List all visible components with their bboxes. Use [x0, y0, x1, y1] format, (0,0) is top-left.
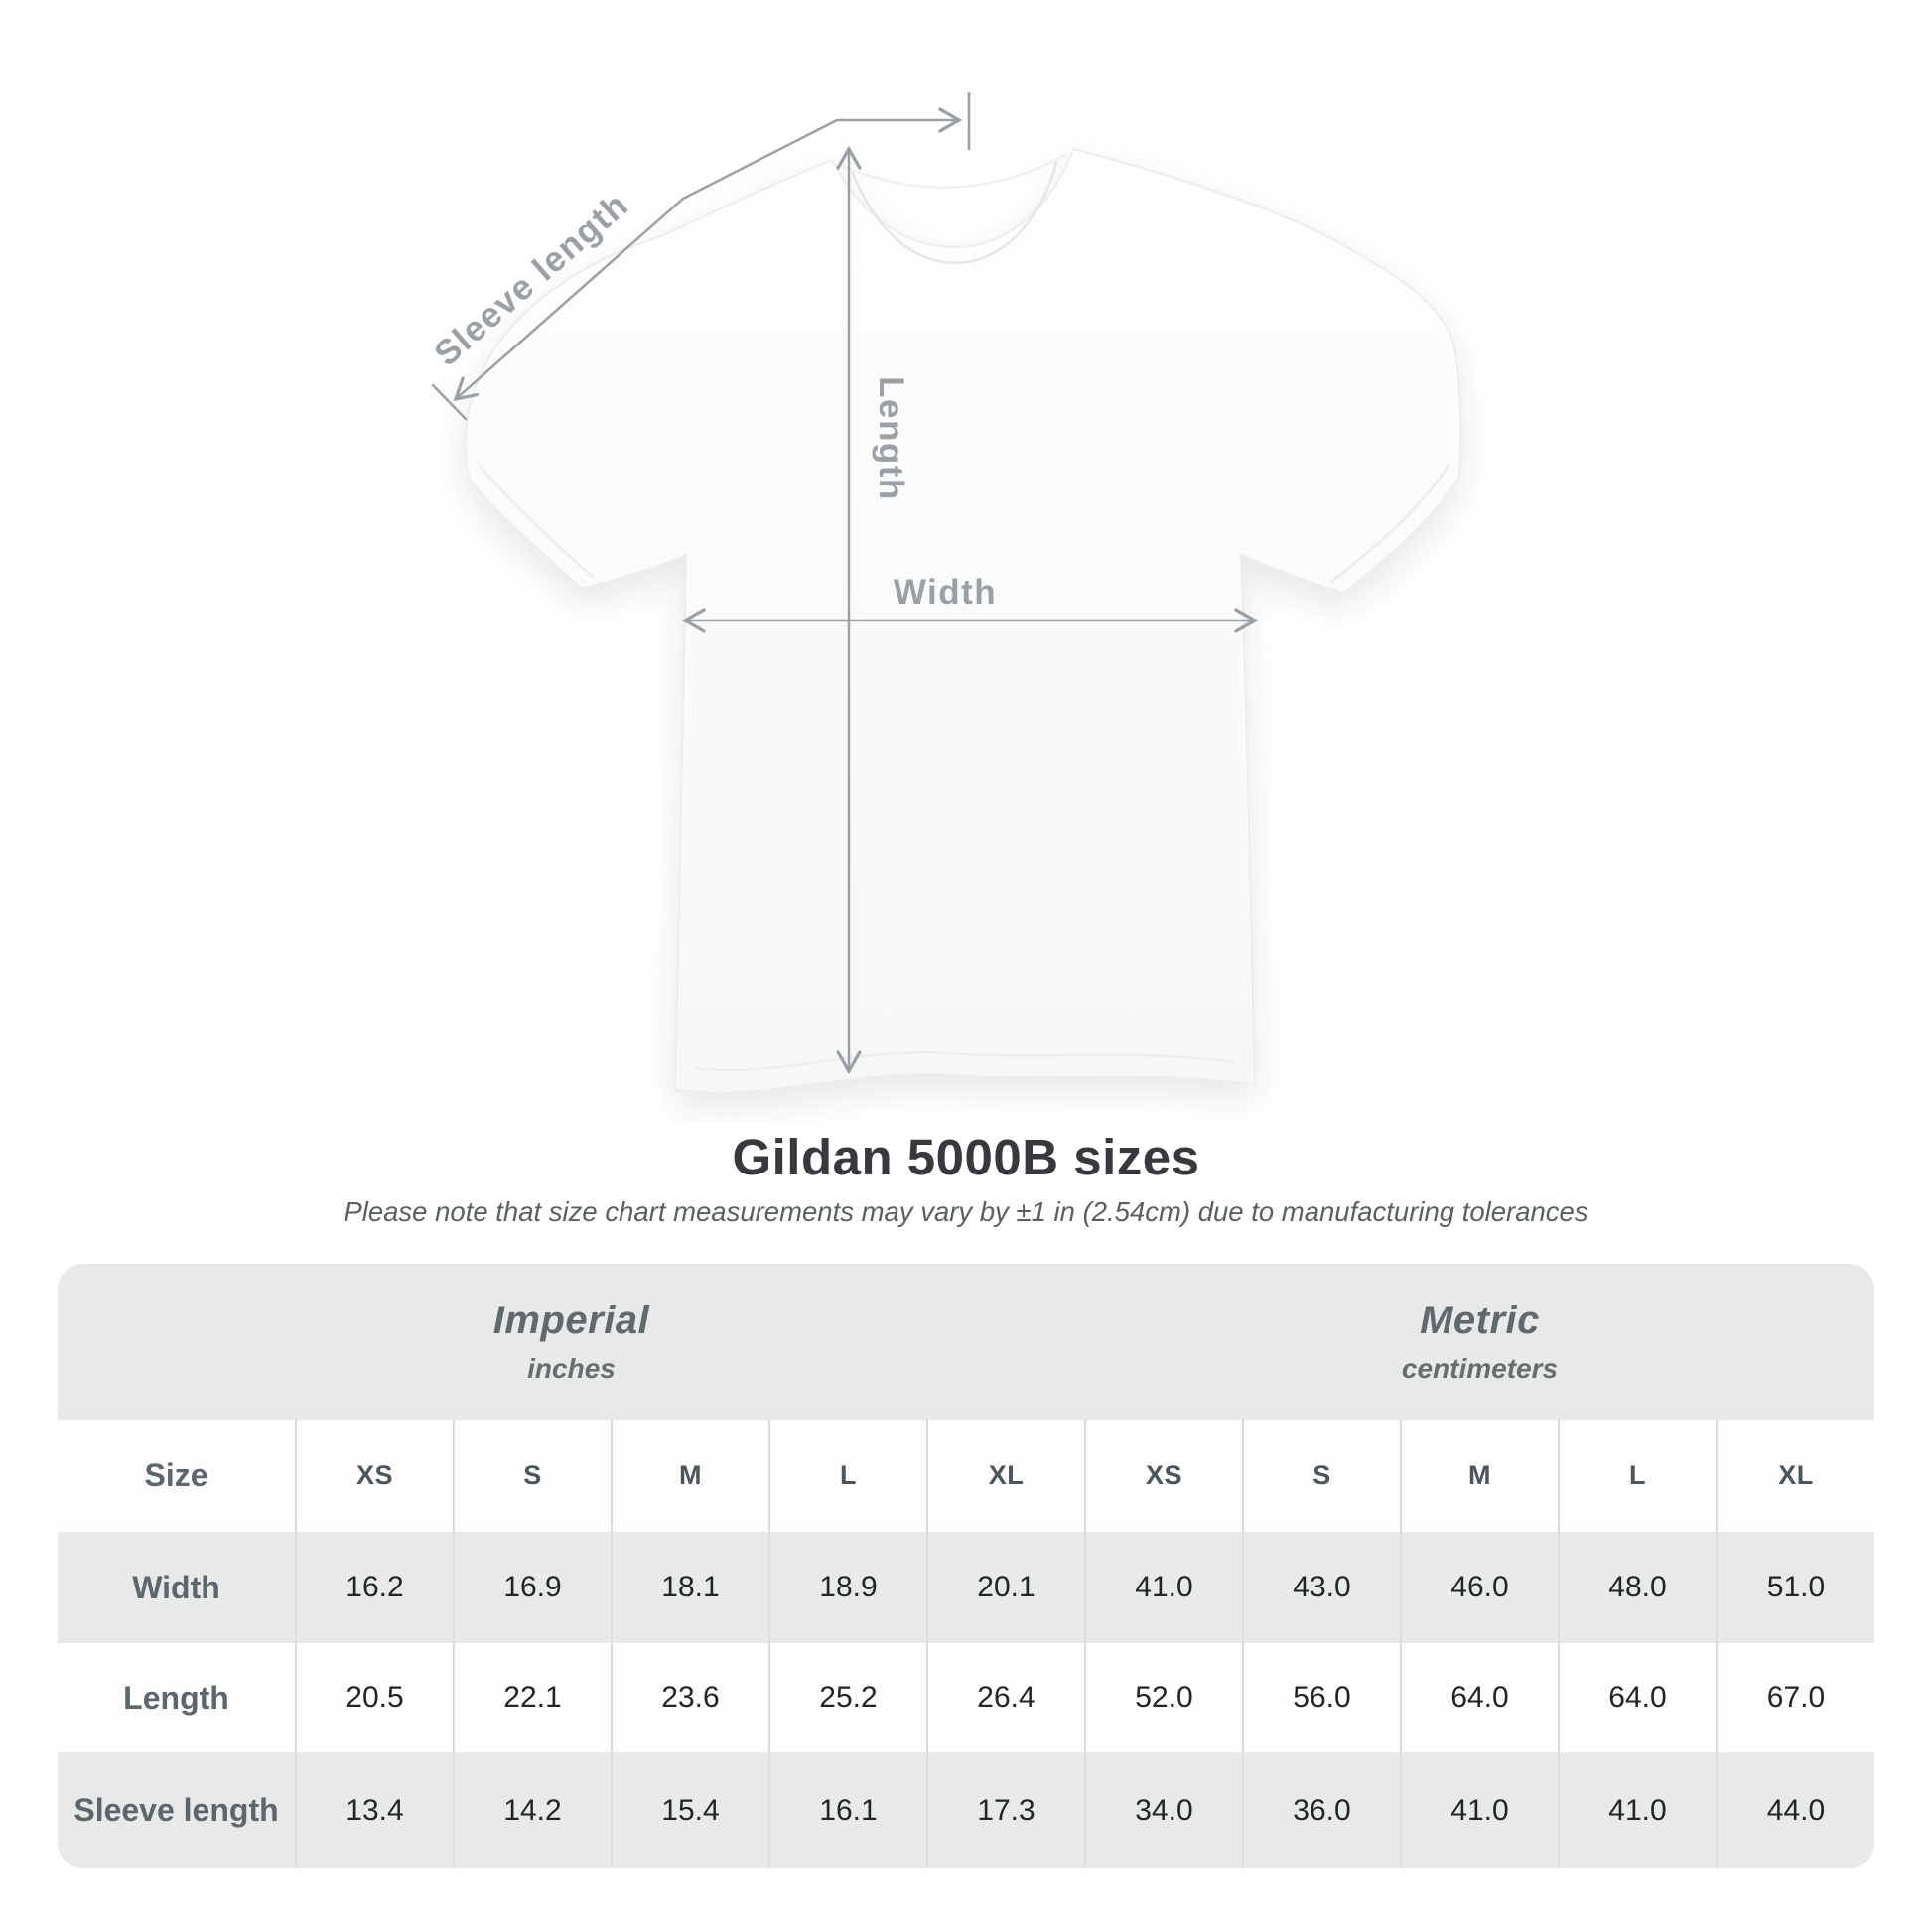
measurement-lines — [431, 91, 1259, 1075]
size-xs-metric: XS — [1084, 1420, 1243, 1532]
hem-seam — [695, 1051, 1235, 1072]
width-xl-cm: 51.0 — [1716, 1532, 1874, 1643]
sleeve-xs-in: 13.4 — [295, 1752, 454, 1868]
size-l-metric: L — [1558, 1420, 1717, 1532]
collar-back-seam — [838, 153, 1068, 189]
length-xl-in: 26.4 — [926, 1643, 1085, 1752]
size-header-row: Size XS S M L XL XS S M L XL — [58, 1420, 1874, 1532]
tshirt-illustration: Sleeve length Length Width — [427, 91, 1462, 1094]
section-header-metric: Metric centimeters — [1085, 1264, 1874, 1420]
size-xs-imperial: XS — [295, 1420, 454, 1532]
size-xl-imperial: XL — [926, 1420, 1085, 1532]
row-label-length: Length — [123, 1679, 229, 1716]
page-title: Gildan 5000B sizes — [732, 1129, 1200, 1185]
size-table: Imperial inches Metric centimeters Size … — [58, 1264, 1874, 1868]
size-xl-metric: XL — [1716, 1420, 1874, 1532]
imperial-unit: inches — [527, 1353, 616, 1384]
sleeve-l-in: 16.1 — [768, 1752, 927, 1868]
size-l-imperial: L — [768, 1420, 927, 1532]
sleeve-m-cm: 41.0 — [1400, 1752, 1559, 1868]
sleeve-xl-in: 17.3 — [926, 1752, 1085, 1868]
length-xs-in: 20.5 — [295, 1643, 454, 1752]
size-column-header: Size — [144, 1457, 208, 1493]
width-m-in: 18.1 — [611, 1532, 769, 1643]
sleeve-length-arrow — [453, 107, 963, 402]
table-row-sleeve-length: Sleeve length 13.4 14.2 15.4 16.1 17.3 3… — [58, 1752, 1874, 1868]
length-s-in: 22.1 — [453, 1643, 612, 1752]
sleeve-xl-cm: 44.0 — [1716, 1752, 1874, 1868]
metric-unit: centimeters — [1401, 1353, 1559, 1384]
sleeve-end-tick — [431, 383, 468, 421]
width-xl-in: 20.1 — [926, 1532, 1085, 1643]
row-label-width: Width — [132, 1569, 220, 1605]
width-label: Width — [894, 573, 997, 612]
width-xs-cm: 41.0 — [1084, 1532, 1243, 1643]
length-xs-cm: 52.0 — [1084, 1643, 1243, 1752]
row-label-sleeve-length: Sleeve length — [73, 1792, 279, 1828]
width-m-cm: 46.0 — [1400, 1532, 1559, 1643]
sleeve-l-cm: 41.0 — [1558, 1752, 1717, 1868]
length-m-in: 23.6 — [611, 1643, 769, 1752]
metric-title: Metric — [1420, 1299, 1540, 1342]
length-xl-cm: 67.0 — [1716, 1643, 1874, 1752]
length-l-in: 25.2 — [768, 1643, 927, 1752]
sleeve-m-in: 15.4 — [611, 1752, 769, 1868]
sleeve-xs-cm: 34.0 — [1084, 1752, 1243, 1868]
table-row-width: Width 16.2 16.9 18.1 18.9 20.1 41.0 43.0… — [58, 1532, 1874, 1643]
sleeve-s-cm: 36.0 — [1242, 1752, 1401, 1868]
sleeve-s-in: 14.2 — [453, 1752, 612, 1868]
width-xs-in: 16.2 — [295, 1532, 454, 1643]
imperial-title: Imperial — [492, 1299, 650, 1342]
size-m-metric: M — [1400, 1420, 1559, 1532]
length-label: Length — [872, 376, 910, 501]
size-m-imperial: M — [611, 1420, 769, 1532]
size-s-metric: S — [1242, 1420, 1401, 1532]
table-row-length: Length 20.5 22.1 23.6 25.2 26.4 52.0 56.… — [58, 1643, 1874, 1752]
width-s-in: 16.9 — [453, 1532, 612, 1643]
width-l-in: 18.9 — [768, 1532, 927, 1643]
length-l-cm: 64.0 — [1558, 1643, 1717, 1752]
unit-section-row: Imperial inches Metric centimeters — [58, 1264, 1874, 1420]
tolerance-note: Please note that size chart measurements… — [344, 1196, 1588, 1227]
length-m-cm: 64.0 — [1400, 1643, 1559, 1752]
width-l-cm: 48.0 — [1558, 1532, 1717, 1643]
left-cuff-seam — [479, 465, 594, 578]
length-s-cm: 56.0 — [1242, 1643, 1401, 1752]
section-header-imperial: Imperial inches — [58, 1264, 1085, 1420]
size-s-imperial: S — [453, 1420, 612, 1532]
size-table-container: Imperial inches Metric centimeters Size … — [58, 1264, 1874, 1868]
right-cuff-seam — [1329, 464, 1450, 584]
width-s-cm: 43.0 — [1242, 1532, 1401, 1643]
